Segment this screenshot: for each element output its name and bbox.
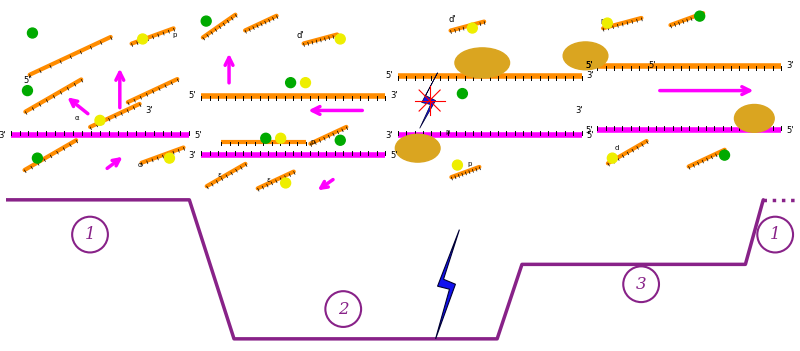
Text: 3: 3 bbox=[636, 276, 646, 293]
Polygon shape bbox=[420, 73, 438, 128]
Ellipse shape bbox=[395, 134, 440, 162]
Text: p: p bbox=[172, 32, 177, 38]
Text: 3': 3' bbox=[0, 131, 6, 140]
Text: 2: 2 bbox=[338, 300, 349, 318]
Circle shape bbox=[335, 135, 346, 145]
Text: ε: ε bbox=[217, 172, 221, 178]
Text: d': d' bbox=[297, 32, 304, 40]
Circle shape bbox=[22, 86, 33, 95]
Circle shape bbox=[27, 28, 38, 38]
Text: 5': 5' bbox=[390, 151, 398, 160]
Circle shape bbox=[202, 16, 211, 26]
Text: p: p bbox=[600, 18, 605, 24]
Circle shape bbox=[95, 115, 105, 125]
Circle shape bbox=[281, 178, 290, 188]
Circle shape bbox=[33, 153, 42, 163]
Ellipse shape bbox=[455, 48, 510, 78]
Text: p: p bbox=[467, 161, 471, 167]
Circle shape bbox=[602, 18, 612, 28]
Circle shape bbox=[165, 153, 174, 163]
Circle shape bbox=[607, 153, 618, 163]
Text: 5': 5' bbox=[194, 131, 202, 140]
Text: 5': 5' bbox=[585, 61, 593, 70]
Circle shape bbox=[286, 78, 295, 88]
Text: 3': 3' bbox=[576, 106, 583, 115]
Text: α: α bbox=[75, 115, 79, 121]
Text: d: d bbox=[615, 145, 619, 151]
Circle shape bbox=[719, 150, 730, 160]
Text: 3': 3' bbox=[386, 131, 393, 140]
Text: 5': 5' bbox=[648, 61, 656, 70]
Text: 1: 1 bbox=[770, 226, 781, 243]
Circle shape bbox=[453, 160, 462, 170]
Text: 3': 3' bbox=[146, 106, 154, 115]
Circle shape bbox=[458, 88, 467, 99]
Text: 3': 3' bbox=[786, 61, 794, 70]
Text: 3': 3' bbox=[189, 151, 196, 160]
Ellipse shape bbox=[734, 105, 774, 132]
Circle shape bbox=[694, 11, 705, 21]
Text: 3': 3' bbox=[390, 91, 398, 100]
Circle shape bbox=[335, 34, 346, 44]
Text: p: p bbox=[310, 139, 314, 145]
Text: 5': 5' bbox=[189, 91, 196, 100]
Text: 3': 3' bbox=[586, 71, 594, 80]
Text: 5': 5' bbox=[386, 71, 393, 80]
Circle shape bbox=[301, 78, 310, 88]
Text: 1: 1 bbox=[85, 226, 95, 243]
Circle shape bbox=[261, 133, 270, 143]
Text: ε: ε bbox=[267, 177, 270, 183]
Circle shape bbox=[138, 34, 148, 44]
Text: 5': 5' bbox=[786, 126, 794, 135]
Text: d': d' bbox=[449, 15, 456, 24]
Text: p: p bbox=[446, 129, 450, 135]
Text: 5': 5' bbox=[586, 131, 594, 140]
Text: 5': 5' bbox=[585, 61, 593, 70]
Circle shape bbox=[467, 23, 478, 33]
Text: α: α bbox=[138, 162, 142, 168]
Text: 5': 5' bbox=[585, 126, 593, 135]
Polygon shape bbox=[435, 230, 459, 339]
Ellipse shape bbox=[563, 42, 608, 70]
Text: 5': 5' bbox=[24, 76, 31, 85]
Circle shape bbox=[276, 133, 286, 143]
